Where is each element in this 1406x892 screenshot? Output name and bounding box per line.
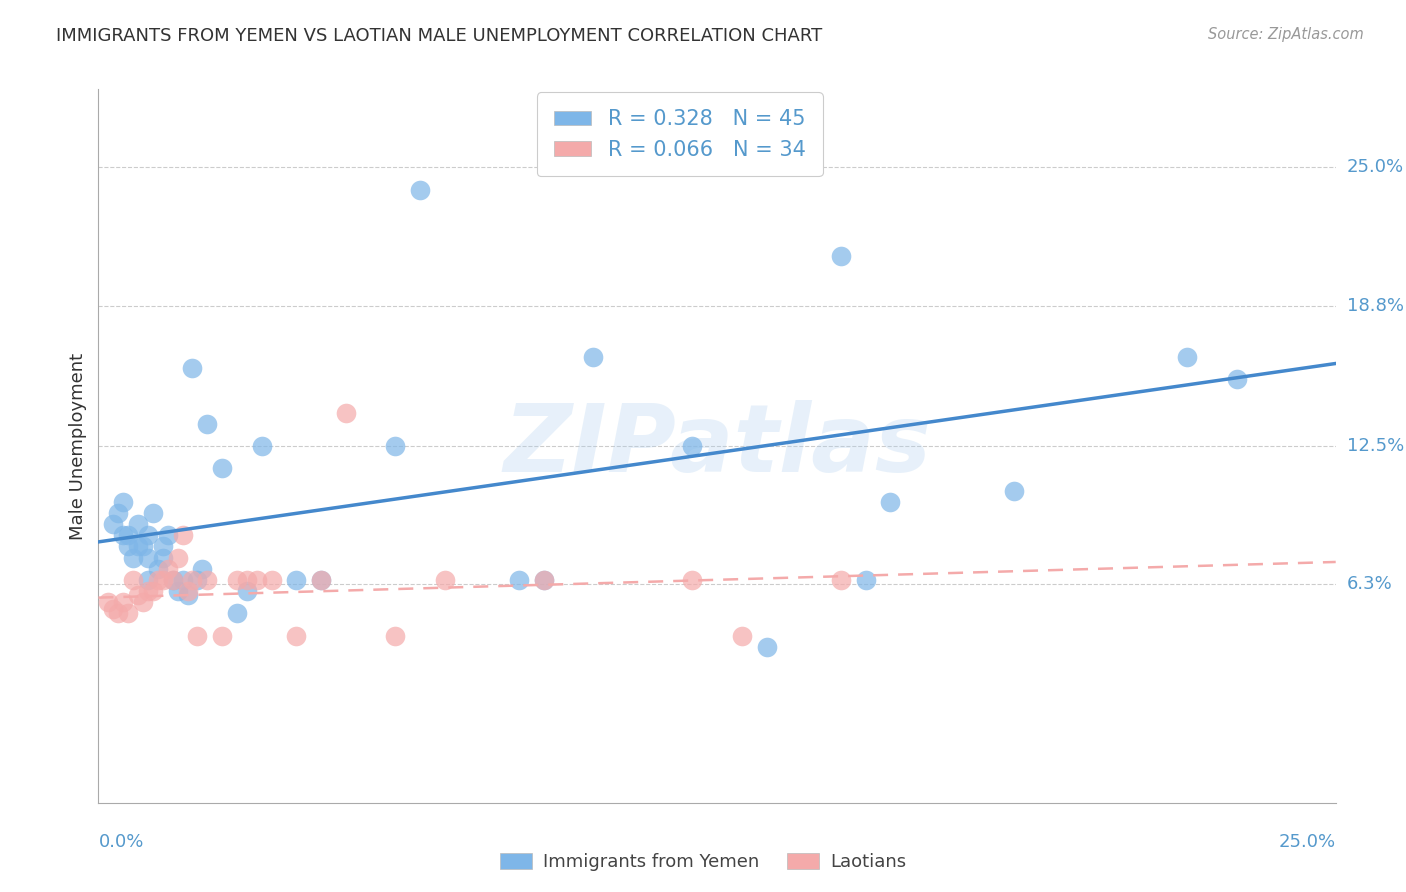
Legend: R = 0.328   N = 45, R = 0.066   N = 34: R = 0.328 N = 45, R = 0.066 N = 34: [537, 93, 823, 177]
Point: [285, 628, 308, 642]
Point: [309, 573, 332, 587]
Point: [156, 562, 179, 576]
Legend: Immigrants from Yemen, Laotians: Immigrants from Yemen, Laotians: [492, 846, 914, 879]
Point: [226, 607, 249, 621]
Text: 12.5%: 12.5%: [1347, 437, 1405, 455]
Point: [533, 573, 555, 587]
Point: [136, 583, 159, 598]
Point: [152, 550, 174, 565]
Point: [309, 573, 332, 587]
Point: [172, 528, 194, 542]
Point: [681, 573, 703, 587]
Point: [103, 516, 125, 531]
Point: [226, 573, 249, 587]
Point: [117, 607, 139, 621]
Point: [250, 439, 273, 453]
Point: [582, 350, 605, 364]
Point: [146, 562, 169, 576]
Point: [755, 640, 778, 654]
Point: [132, 595, 155, 609]
Point: [211, 461, 233, 475]
Point: [152, 573, 174, 587]
Point: [127, 516, 149, 531]
Point: [681, 439, 703, 453]
Point: [731, 628, 754, 642]
Point: [127, 539, 149, 553]
Point: [142, 506, 165, 520]
Point: [112, 528, 135, 542]
Point: [195, 573, 218, 587]
Point: [1175, 350, 1198, 364]
Y-axis label: Male Unemployment: Male Unemployment: [69, 352, 87, 540]
Point: [181, 573, 204, 587]
Point: [156, 528, 179, 542]
Point: [409, 182, 432, 196]
Point: [879, 494, 901, 508]
Point: [181, 360, 204, 375]
Point: [97, 595, 120, 609]
Point: [166, 583, 188, 598]
Point: [433, 573, 456, 587]
Point: [246, 573, 269, 587]
Text: 25.0%: 25.0%: [1278, 833, 1336, 851]
Point: [211, 628, 233, 642]
Point: [176, 589, 198, 603]
Point: [236, 583, 259, 598]
Point: [195, 417, 218, 431]
Point: [122, 550, 145, 565]
Point: [166, 550, 188, 565]
Point: [152, 539, 174, 553]
Point: [136, 550, 159, 565]
Point: [103, 601, 125, 615]
Point: [117, 539, 139, 553]
Point: [260, 573, 283, 587]
Point: [122, 573, 145, 587]
Point: [176, 583, 198, 598]
Point: [127, 589, 149, 603]
Point: [1002, 483, 1025, 498]
Text: 18.8%: 18.8%: [1347, 296, 1403, 315]
Point: [1226, 372, 1249, 386]
Point: [830, 573, 852, 587]
Point: [384, 439, 406, 453]
Point: [162, 573, 184, 587]
Point: [236, 573, 259, 587]
Point: [186, 628, 208, 642]
Point: [136, 573, 159, 587]
Text: IMMIGRANTS FROM YEMEN VS LAOTIAN MALE UNEMPLOYMENT CORRELATION CHART: IMMIGRANTS FROM YEMEN VS LAOTIAN MALE UN…: [56, 27, 823, 45]
Point: [132, 539, 155, 553]
Point: [107, 506, 129, 520]
Point: [136, 528, 159, 542]
Point: [172, 573, 194, 587]
Text: ZIPatlas: ZIPatlas: [503, 400, 931, 492]
Point: [146, 573, 169, 587]
Point: [142, 583, 165, 598]
Point: [384, 628, 406, 642]
Point: [186, 573, 208, 587]
Point: [112, 595, 135, 609]
Point: [508, 573, 530, 587]
Point: [830, 249, 852, 264]
Point: [117, 528, 139, 542]
Text: 6.3%: 6.3%: [1347, 575, 1392, 593]
Text: Source: ZipAtlas.com: Source: ZipAtlas.com: [1208, 27, 1364, 42]
Point: [533, 573, 555, 587]
Point: [107, 607, 129, 621]
Point: [191, 562, 214, 576]
Point: [112, 494, 135, 508]
Point: [285, 573, 308, 587]
Text: 0.0%: 0.0%: [98, 833, 143, 851]
Point: [855, 573, 877, 587]
Point: [162, 573, 184, 587]
Point: [335, 405, 357, 419]
Text: 25.0%: 25.0%: [1347, 158, 1405, 177]
